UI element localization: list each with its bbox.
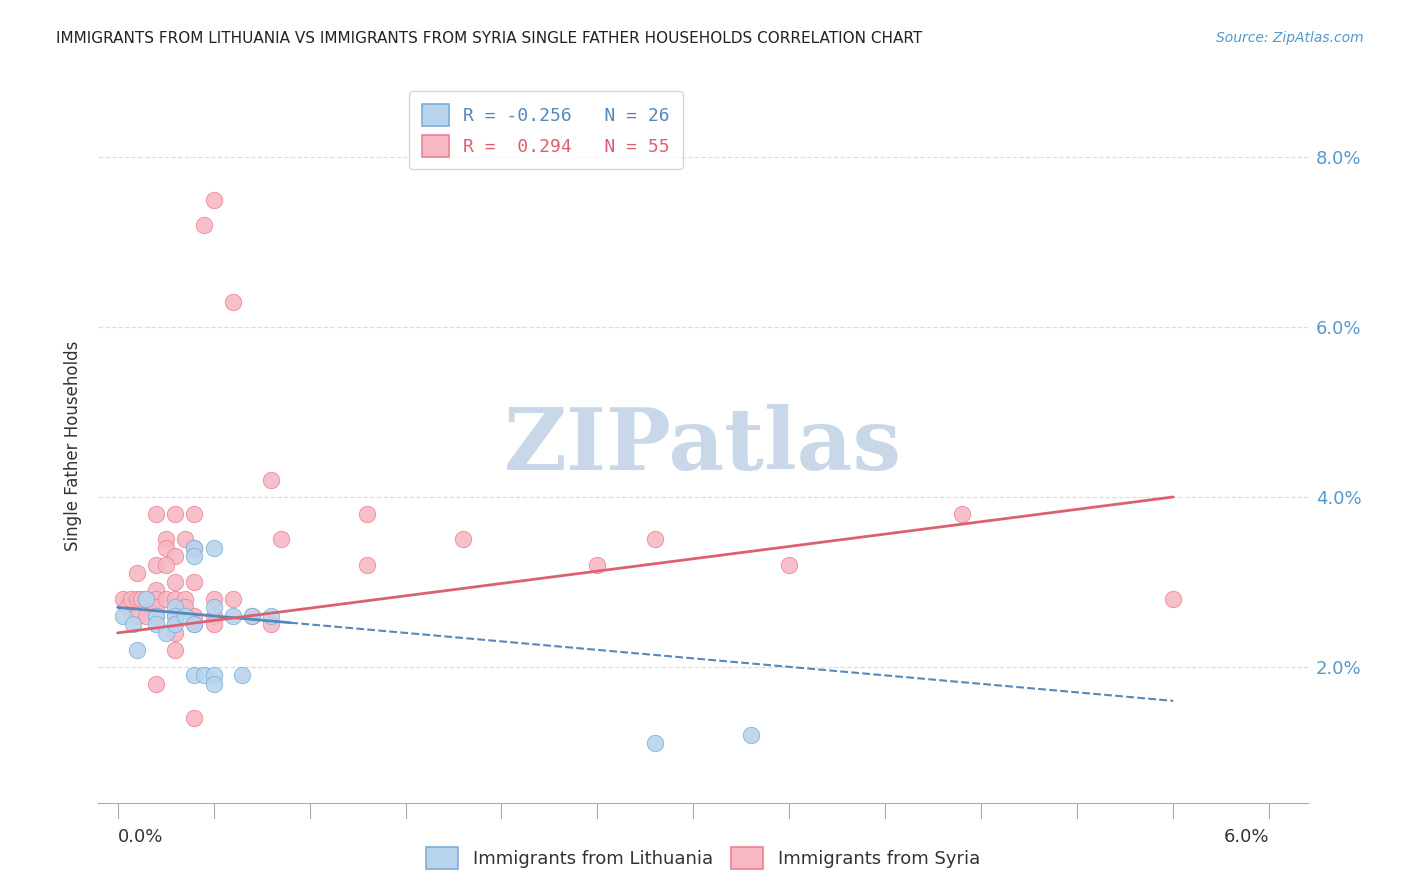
Point [173, 608, 195, 623]
Text: Source: ZipAtlas.com: Source: ZipAtlas.com [1216, 31, 1364, 45]
Point [165, 600, 187, 615]
Point [356, 507, 378, 521]
Y-axis label: Single Father Households: Single Father Households [63, 341, 82, 551]
Point [155, 626, 177, 640]
Point [240, 608, 263, 623]
Point [183, 574, 205, 589]
Point [155, 591, 177, 606]
Point [1161, 591, 1184, 606]
Point [183, 711, 205, 725]
Point [165, 608, 187, 623]
Point [183, 617, 205, 632]
Point [950, 507, 973, 521]
Point [112, 591, 135, 606]
Point [145, 608, 167, 623]
Point [115, 600, 138, 615]
Point [260, 473, 283, 487]
Point [165, 626, 187, 640]
Point [240, 608, 263, 623]
Point [202, 591, 225, 606]
Point [183, 668, 205, 682]
Point [202, 668, 225, 682]
Point [173, 533, 195, 547]
Point [644, 736, 666, 750]
Point [202, 541, 225, 555]
Point [183, 541, 205, 555]
Point [173, 591, 195, 606]
Point [165, 507, 187, 521]
Point [155, 558, 177, 572]
Point [165, 617, 187, 632]
Point [165, 549, 187, 564]
Point [125, 566, 148, 581]
Point [183, 608, 205, 623]
Text: ZIPatlas: ZIPatlas [503, 404, 903, 488]
Point [165, 643, 187, 657]
Legend: R = -0.256   N = 26, R =  0.294   N = 55: R = -0.256 N = 26, R = 0.294 N = 55 [409, 91, 682, 169]
Point [135, 608, 157, 623]
Point [173, 600, 195, 615]
Point [222, 608, 245, 623]
Point [202, 600, 225, 615]
Point [740, 728, 762, 742]
Point [260, 617, 283, 632]
Point [145, 617, 167, 632]
Point [270, 533, 292, 547]
Point [145, 677, 167, 691]
Point [644, 533, 666, 547]
Point [155, 541, 177, 555]
Point [222, 294, 245, 309]
Point [778, 558, 800, 572]
Point [145, 600, 167, 615]
Point [451, 533, 474, 547]
Point [586, 558, 609, 572]
Point [193, 218, 215, 232]
Point [165, 574, 187, 589]
Point [155, 533, 177, 547]
Point [165, 591, 187, 606]
Point [202, 608, 225, 623]
Point [129, 591, 152, 606]
Point [135, 591, 157, 606]
Legend: Immigrants from Lithuania, Immigrants from Syria: Immigrants from Lithuania, Immigrants fr… [416, 838, 990, 879]
Point [165, 608, 187, 623]
Point [112, 608, 135, 623]
Point [193, 668, 215, 682]
Text: 6.0%: 6.0% [1223, 828, 1270, 846]
Point [183, 549, 205, 564]
Point [222, 591, 245, 606]
Point [202, 677, 225, 691]
Text: 0.0%: 0.0% [118, 828, 163, 846]
Point [145, 591, 167, 606]
Point [125, 608, 148, 623]
Point [125, 591, 148, 606]
Point [120, 591, 142, 606]
Point [122, 617, 145, 632]
Point [145, 583, 167, 598]
Point [356, 558, 378, 572]
Point [145, 507, 167, 521]
Point [145, 608, 167, 623]
Point [145, 558, 167, 572]
Point [135, 591, 157, 606]
Point [125, 643, 148, 657]
Point [183, 507, 205, 521]
Point [231, 668, 253, 682]
Point [202, 617, 225, 632]
Point [202, 193, 225, 207]
Point [183, 541, 205, 555]
Point [183, 617, 205, 632]
Point [260, 608, 283, 623]
Text: IMMIGRANTS FROM LITHUANIA VS IMMIGRANTS FROM SYRIA SINGLE FATHER HOUSEHOLDS CORR: IMMIGRANTS FROM LITHUANIA VS IMMIGRANTS … [56, 31, 922, 46]
